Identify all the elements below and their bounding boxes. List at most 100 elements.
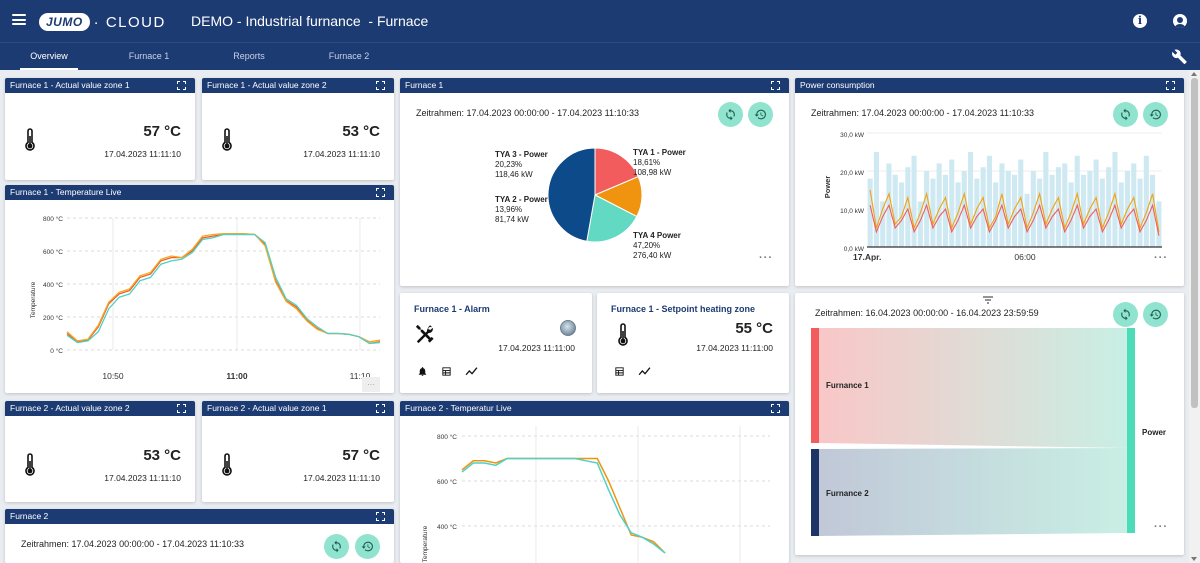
series-line[interactable] xyxy=(869,203,1160,236)
refresh-button[interactable] xyxy=(718,102,743,127)
bar[interactable] xyxy=(955,182,961,247)
info-icon[interactable]: i xyxy=(1133,14,1147,28)
table-icon[interactable] xyxy=(441,366,452,377)
bar[interactable] xyxy=(873,152,879,247)
tab-overview[interactable]: Overview xyxy=(20,43,78,70)
scroll-down-arrow-icon[interactable] xyxy=(1191,557,1197,561)
bar[interactable] xyxy=(867,178,873,247)
fullscreen-icon[interactable] xyxy=(1166,81,1175,90)
wrench-icon[interactable] xyxy=(1172,49,1188,65)
power-pie-chart[interactable] xyxy=(400,78,789,271)
more-options-button[interactable]: ··· xyxy=(759,252,773,264)
series-line[interactable] xyxy=(869,189,1160,232)
bar[interactable] xyxy=(1150,174,1156,247)
bar[interactable] xyxy=(1018,159,1024,247)
pie-slice[interactable] xyxy=(594,147,639,196)
sankey-node-furnance1[interactable] xyxy=(811,328,819,443)
fullscreen-icon[interactable] xyxy=(177,404,186,413)
power-consumption-chart[interactable]: Power 30,0 kW 20,0 kW 10,0 kW 0,0 kW 17.… xyxy=(795,93,1184,286)
trend-chart-icon[interactable] xyxy=(465,366,478,377)
bar[interactable] xyxy=(1081,174,1087,247)
bar[interactable] xyxy=(930,178,936,247)
temperature-line-chart[interactable]: Temperature 800 °C 600 °C 400 °C 200 °C … xyxy=(5,200,394,393)
fullscreen-icon[interactable] xyxy=(771,81,780,90)
series-line[interactable] xyxy=(461,457,666,554)
logo[interactable]: JUMO · CLOUD xyxy=(39,12,166,32)
history-button[interactable] xyxy=(1143,102,1168,127)
bar[interactable] xyxy=(1055,167,1061,247)
bar[interactable] xyxy=(1131,163,1137,247)
fullscreen-icon[interactable] xyxy=(177,81,186,90)
tab-reports[interactable]: Reports xyxy=(233,51,265,61)
refresh-button[interactable] xyxy=(324,534,349,559)
bar[interactable] xyxy=(1118,182,1124,247)
bar[interactable] xyxy=(980,167,986,247)
bar[interactable] xyxy=(905,167,911,247)
bar[interactable] xyxy=(924,171,930,247)
history-button[interactable] xyxy=(1143,302,1168,327)
bar[interactable] xyxy=(899,182,905,247)
sankey-node-power[interactable] xyxy=(1127,328,1135,533)
bar[interactable] xyxy=(936,163,942,247)
bar[interactable] xyxy=(1024,193,1030,247)
bar[interactable] xyxy=(892,174,898,247)
scroll-up-arrow-icon[interactable] xyxy=(1191,72,1197,76)
more-options-button[interactable]: ··· xyxy=(1154,252,1168,264)
bar[interactable] xyxy=(1068,182,1074,247)
fullscreen-icon[interactable] xyxy=(376,404,385,413)
bar[interactable] xyxy=(1037,178,1043,247)
page-scrollbar[interactable] xyxy=(1189,70,1200,563)
bar[interactable] xyxy=(917,201,923,247)
bar[interactable] xyxy=(949,159,955,247)
more-options-button[interactable]: ··· xyxy=(1154,521,1168,533)
bar[interactable] xyxy=(1049,174,1055,247)
bar[interactable] xyxy=(880,201,886,247)
refresh-button[interactable] xyxy=(1113,302,1138,327)
tab-furnace-2[interactable]: Furnace 2 xyxy=(328,51,370,61)
series-line[interactable] xyxy=(66,233,381,343)
bar[interactable] xyxy=(1074,155,1080,247)
bar[interactable] xyxy=(1143,155,1149,247)
chart-menu-button[interactable] xyxy=(362,377,380,392)
bar[interactable] xyxy=(1112,152,1118,247)
table-icon[interactable] xyxy=(614,366,625,377)
account-icon[interactable] xyxy=(1173,14,1187,28)
bar[interactable] xyxy=(1106,167,1112,247)
fullscreen-icon[interactable] xyxy=(376,188,385,197)
bar[interactable] xyxy=(961,171,967,247)
bell-icon[interactable] xyxy=(417,366,428,377)
pie-slice[interactable] xyxy=(547,147,596,242)
tab-furnace-1[interactable]: Furnace 1 xyxy=(128,51,170,61)
fullscreen-icon[interactable] xyxy=(376,512,385,521)
bar[interactable] xyxy=(986,155,992,247)
fullscreen-icon[interactable] xyxy=(771,404,780,413)
bar[interactable] xyxy=(1137,178,1143,247)
bar[interactable] xyxy=(1099,178,1105,247)
bar[interactable] xyxy=(1156,201,1162,247)
sankey-diagram[interactable]: Furnance 1 Furnance 2 Power xyxy=(795,293,1184,555)
history-button[interactable] xyxy=(355,534,380,559)
bar[interactable] xyxy=(1012,174,1018,247)
bar[interactable] xyxy=(1062,163,1068,247)
temperature-line-chart[interactable]: Temperature 800 °C 600 °C 400 °C xyxy=(400,416,789,563)
bar[interactable] xyxy=(968,152,974,247)
fullscreen-icon[interactable] xyxy=(376,81,385,90)
history-button[interactable] xyxy=(748,102,773,127)
bar[interactable] xyxy=(974,178,980,247)
hamburger-menu-icon[interactable] xyxy=(12,14,26,25)
bar[interactable] xyxy=(1005,171,1011,247)
sankey-node-furnance2[interactable] xyxy=(811,449,819,536)
refresh-button[interactable] xyxy=(1113,102,1138,127)
bar[interactable] xyxy=(1093,159,1099,247)
series-line[interactable] xyxy=(461,457,666,554)
pie-slice[interactable] xyxy=(586,194,638,243)
sankey-link-furnance2[interactable] xyxy=(819,448,1127,536)
series-line[interactable] xyxy=(66,233,381,345)
bar[interactable] xyxy=(1043,152,1049,247)
filter-icon[interactable] xyxy=(982,296,994,304)
sankey-link-furnance1[interactable] xyxy=(819,328,1127,448)
trend-chart-icon[interactable] xyxy=(638,366,651,377)
scroll-thumb[interactable] xyxy=(1191,78,1198,408)
bar[interactable] xyxy=(911,155,917,247)
bar[interactable] xyxy=(1030,171,1036,247)
